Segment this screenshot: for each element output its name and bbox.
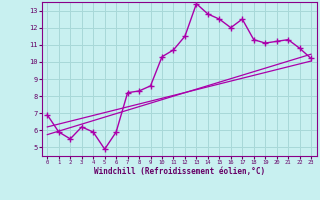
X-axis label: Windchill (Refroidissement éolien,°C): Windchill (Refroidissement éolien,°C) <box>94 167 265 176</box>
